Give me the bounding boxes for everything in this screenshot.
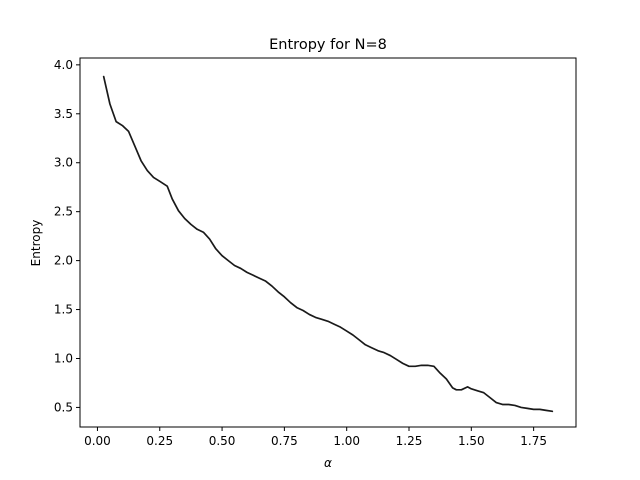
x-tick-label: 0.00 bbox=[84, 434, 111, 448]
x-axis: 0.00 0.25 0.50 0.75 1.00 1.25 1.50 1.75 bbox=[84, 427, 547, 448]
plot-area bbox=[102, 75, 554, 413]
y-axis-label: Entropy bbox=[29, 220, 43, 267]
x-tick-label: 1.00 bbox=[333, 434, 360, 448]
y-tick-label: 3.0 bbox=[54, 156, 73, 170]
x-tick-label: 1.75 bbox=[520, 434, 547, 448]
x-tick-label: 0.50 bbox=[209, 434, 236, 448]
y-tick-label: 3.5 bbox=[54, 107, 73, 121]
y-tick-label: 1.0 bbox=[54, 351, 73, 365]
x-axis-label: α bbox=[324, 456, 332, 470]
x-tick-label: 0.25 bbox=[146, 434, 173, 448]
plot-frame bbox=[79, 57, 577, 428]
x-tick-label: 1.50 bbox=[458, 434, 485, 448]
y-tick-label: 4.0 bbox=[54, 58, 73, 72]
y-tick-label: 2.0 bbox=[54, 254, 73, 268]
y-tick-label: 2.5 bbox=[54, 205, 73, 219]
chart-title: Entropy for N=8 bbox=[269, 37, 387, 53]
x-tick-label: 1.25 bbox=[396, 434, 423, 448]
y-tick-label: 1.5 bbox=[54, 303, 73, 317]
x-tick-label: 0.75 bbox=[271, 434, 298, 448]
y-tick-label: 0.5 bbox=[54, 400, 73, 414]
entropy-series-line bbox=[102, 75, 554, 413]
y-axis: 0.5 1.0 1.5 2.0 2.5 3.0 3.5 4.0 bbox=[54, 58, 80, 414]
